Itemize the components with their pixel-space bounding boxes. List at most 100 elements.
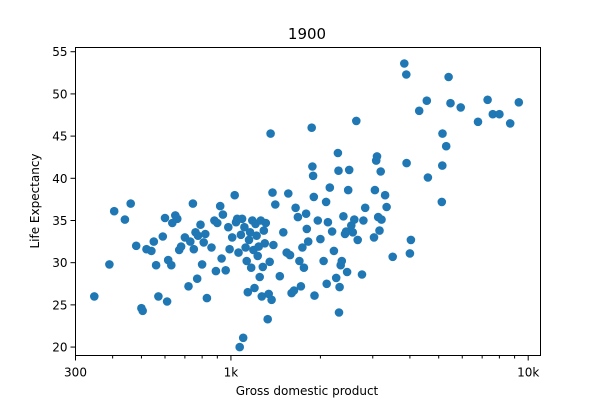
data-point xyxy=(473,117,483,127)
data-point xyxy=(193,231,203,240)
data-point xyxy=(388,252,398,262)
data-point xyxy=(291,203,300,213)
data-point xyxy=(329,246,339,256)
data-point xyxy=(319,256,328,266)
data-point xyxy=(343,185,353,195)
x-axis-label: Gross domestic product xyxy=(236,384,379,398)
data-point xyxy=(217,254,226,263)
data-point xyxy=(211,266,221,276)
data-point xyxy=(215,201,225,211)
data-point xyxy=(160,213,170,223)
data-point xyxy=(414,106,424,116)
plot-frame xyxy=(75,47,541,356)
data-point xyxy=(235,342,244,352)
data-point xyxy=(202,293,212,303)
data-point xyxy=(236,230,246,240)
data-point xyxy=(246,263,256,273)
data-point xyxy=(406,235,416,245)
data-point xyxy=(348,228,358,237)
data-point xyxy=(225,244,234,254)
data-point xyxy=(260,239,270,248)
data-point xyxy=(310,291,319,300)
data-point xyxy=(307,123,317,132)
data-point xyxy=(252,231,261,240)
data-point xyxy=(375,226,384,235)
data-point xyxy=(197,260,207,269)
data-point xyxy=(293,212,303,222)
data-point xyxy=(245,228,255,237)
data-point xyxy=(240,222,249,232)
data-point xyxy=(230,190,239,200)
data-point xyxy=(357,270,367,279)
data-point xyxy=(350,215,359,224)
data-point xyxy=(376,167,386,176)
data-point xyxy=(147,246,156,256)
data-point xyxy=(173,214,182,224)
y-axis-label: Life Expectancy xyxy=(28,153,42,248)
data-point xyxy=(199,238,208,247)
data-point xyxy=(372,152,382,161)
data-point xyxy=(234,248,243,257)
data-point xyxy=(237,214,247,224)
data-point xyxy=(359,216,368,225)
data-point xyxy=(90,292,99,301)
data-point xyxy=(261,218,271,228)
data-point xyxy=(105,260,114,269)
data-point xyxy=(325,183,335,192)
data-point xyxy=(266,129,275,138)
data-point xyxy=(154,292,163,301)
data-point xyxy=(495,109,504,119)
data-point xyxy=(369,233,379,242)
x-tick-label: 300 xyxy=(64,366,87,380)
data-point xyxy=(285,250,295,260)
data-point xyxy=(444,72,453,82)
data-point xyxy=(321,197,331,207)
data-point xyxy=(192,274,202,284)
data-point xyxy=(267,295,276,305)
x-tick-label: 1k xyxy=(224,366,239,380)
data-point xyxy=(295,256,304,266)
data-point xyxy=(259,226,269,235)
data-point xyxy=(505,119,515,128)
data-point xyxy=(238,333,248,343)
y-tick-label: 20 xyxy=(52,341,67,355)
data-point xyxy=(382,202,391,212)
y-tick-label: 35 xyxy=(52,214,67,228)
data-point xyxy=(316,234,325,244)
data-point xyxy=(227,233,237,242)
data-point xyxy=(224,222,233,232)
data-point xyxy=(483,95,492,105)
data-point xyxy=(370,185,380,195)
data-point xyxy=(196,220,205,229)
y-tick-label: 30 xyxy=(52,256,67,270)
data-point xyxy=(308,162,317,171)
data-point xyxy=(189,244,199,254)
data-point xyxy=(353,235,363,245)
y-tick-label: 55 xyxy=(52,45,67,59)
data-point xyxy=(333,148,343,158)
data-point xyxy=(258,262,268,272)
data-point xyxy=(402,70,411,79)
data-point xyxy=(441,141,451,151)
data-point xyxy=(309,192,319,202)
data-point xyxy=(299,263,309,273)
data-point xyxy=(341,227,351,236)
data-point xyxy=(257,292,267,301)
data-point xyxy=(109,206,119,216)
data-point xyxy=(263,314,273,324)
data-point xyxy=(188,199,198,208)
data-point xyxy=(313,216,323,225)
data-point xyxy=(322,279,332,289)
data-point xyxy=(244,235,254,245)
data-point xyxy=(342,267,352,277)
data-point xyxy=(284,189,293,198)
data-point xyxy=(213,218,222,228)
data-point xyxy=(279,228,288,237)
data-point xyxy=(255,272,264,282)
data-point xyxy=(438,129,447,138)
y-tick-label: 45 xyxy=(52,130,67,144)
axis-ticks: 300 1k 10k 20 25 30 35 40 45 50 55 xyxy=(52,45,539,379)
data-point xyxy=(120,215,130,224)
data-point xyxy=(176,242,186,251)
